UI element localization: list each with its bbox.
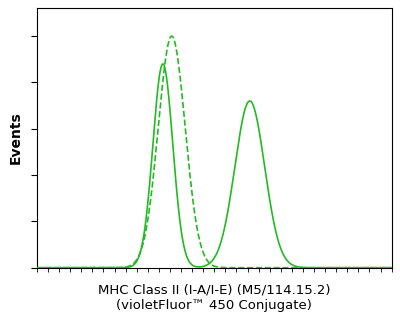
Y-axis label: Events: Events [8,112,22,164]
X-axis label: MHC Class II (I-A/I-E) (M5/114.15.2)
(violetFluor™ 450 Conjugate): MHC Class II (I-A/I-E) (M5/114.15.2) (vi… [98,284,330,312]
